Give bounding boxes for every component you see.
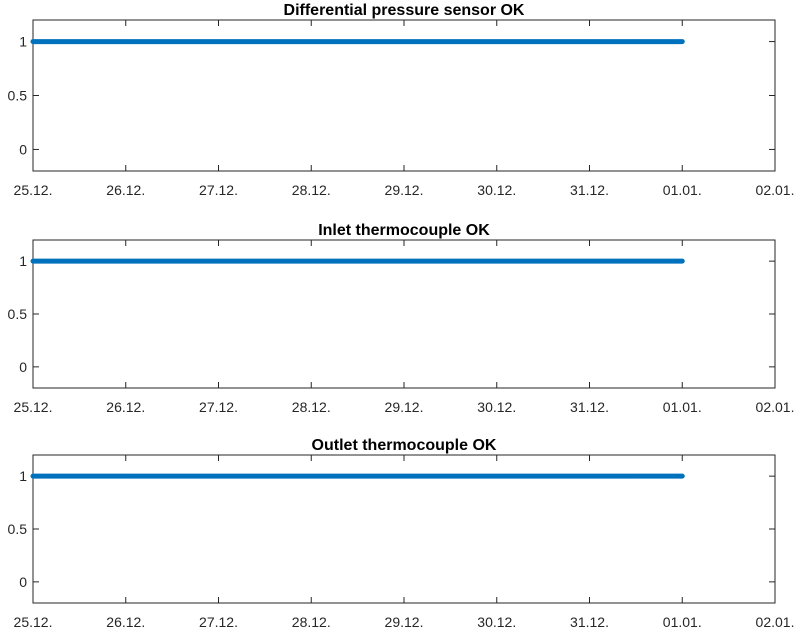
x-tick-label: 29.12. xyxy=(385,614,424,629)
x-tick-label: 02.01. xyxy=(756,399,795,415)
x-tick-label: 31.12. xyxy=(570,399,609,415)
chart-title: Outlet thermocouple OK xyxy=(312,437,497,454)
x-tick-label: 26.12. xyxy=(106,614,145,629)
x-tick-label: 28.12. xyxy=(292,614,331,629)
y-tick-label: 0 xyxy=(19,359,27,375)
x-tick-label: 27.12. xyxy=(199,399,238,415)
x-tick-label: 26.12. xyxy=(106,399,145,415)
x-tick-label: 02.01. xyxy=(756,182,795,198)
x-tick-label: 27.12. xyxy=(199,614,238,629)
x-tick-label: 30.12. xyxy=(477,399,516,415)
x-tick-label: 25.12. xyxy=(14,182,53,198)
x-tick-label: 27.12. xyxy=(199,182,238,198)
chart-title: Differential pressure sensor OK xyxy=(284,2,525,19)
x-tick-label: 01.01. xyxy=(663,399,702,415)
y-tick-label: 0.5 xyxy=(8,306,28,322)
y-tick-label: 1 xyxy=(19,468,27,484)
x-tick-label: 29.12. xyxy=(385,182,424,198)
y-tick-label: 0.5 xyxy=(8,521,28,537)
x-tick-label: 28.12. xyxy=(292,182,331,198)
x-tick-label: 26.12. xyxy=(106,182,145,198)
x-tick-label: 29.12. xyxy=(385,399,424,415)
x-tick-label: 02.01. xyxy=(756,614,795,629)
y-tick-label: 0.5 xyxy=(8,88,28,104)
chart-panel-1: Differential pressure sensor OK 0 0.5 1 25.1… xyxy=(8,2,795,198)
chart-panel-3: Outlet thermocouple OK 0 0.5 1 25.12. 26.12. 2… xyxy=(8,437,795,629)
x-tick-label: 01.01. xyxy=(663,614,702,629)
y-tick-label: 1 xyxy=(19,253,27,269)
y-tick-label: 0 xyxy=(19,141,27,157)
x-tick-label: 30.12. xyxy=(477,614,516,629)
chart-title: Inlet thermocouple OK xyxy=(318,222,490,239)
x-tick-label: 31.12. xyxy=(570,614,609,629)
x-tick-label: 25.12. xyxy=(14,399,53,415)
chart-panel-2: Inlet thermocouple OK 0 0.5 1 25.12. 26.12. 27… xyxy=(8,222,795,415)
x-tick-label: 28.12. xyxy=(292,399,331,415)
x-tick-label: 01.01. xyxy=(663,182,702,198)
x-tick-label: 30.12. xyxy=(477,182,516,198)
y-tick-label: 0 xyxy=(19,574,27,590)
y-tick-label: 1 xyxy=(19,34,27,50)
x-tick-label: 25.12. xyxy=(14,614,53,629)
x-tick-label: 31.12. xyxy=(570,182,609,198)
